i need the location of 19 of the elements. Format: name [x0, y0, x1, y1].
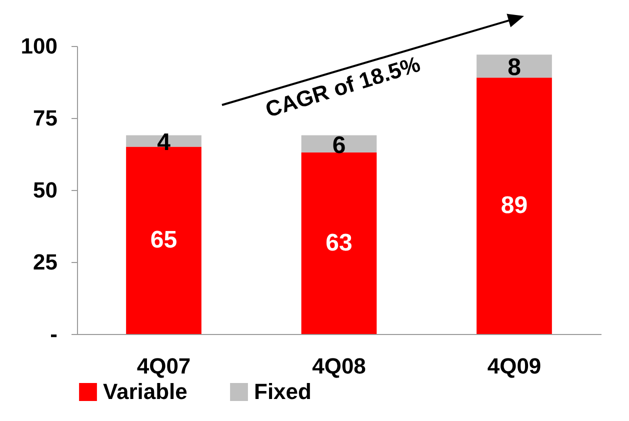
legend-label: Fixed — [254, 379, 312, 404]
y-tick-label: 100 — [20, 34, 58, 58]
bar — [301, 152, 377, 334]
bar — [476, 78, 552, 334]
y-tick-label: 75 — [33, 106, 58, 130]
x-tick-label: 4Q09 — [487, 354, 542, 378]
data-label: 65 — [150, 226, 178, 254]
data-label: 63 — [326, 229, 352, 256]
x-tick-label: 4Q08 — [312, 354, 366, 378]
annotation: CAGR of 18.5% — [262, 51, 424, 122]
y-tick-label: - — [50, 322, 58, 346]
y-tick-label: 50 — [33, 178, 58, 202]
y-tick-label: 25 — [33, 250, 58, 274]
data-label: 8 — [508, 54, 521, 82]
legend-label: Variable — [103, 379, 188, 404]
data-label: 89 — [500, 192, 528, 219]
x-tick-label: 4Q07 — [136, 354, 191, 378]
data-label: 6 — [332, 132, 346, 159]
bar — [476, 54, 552, 78]
